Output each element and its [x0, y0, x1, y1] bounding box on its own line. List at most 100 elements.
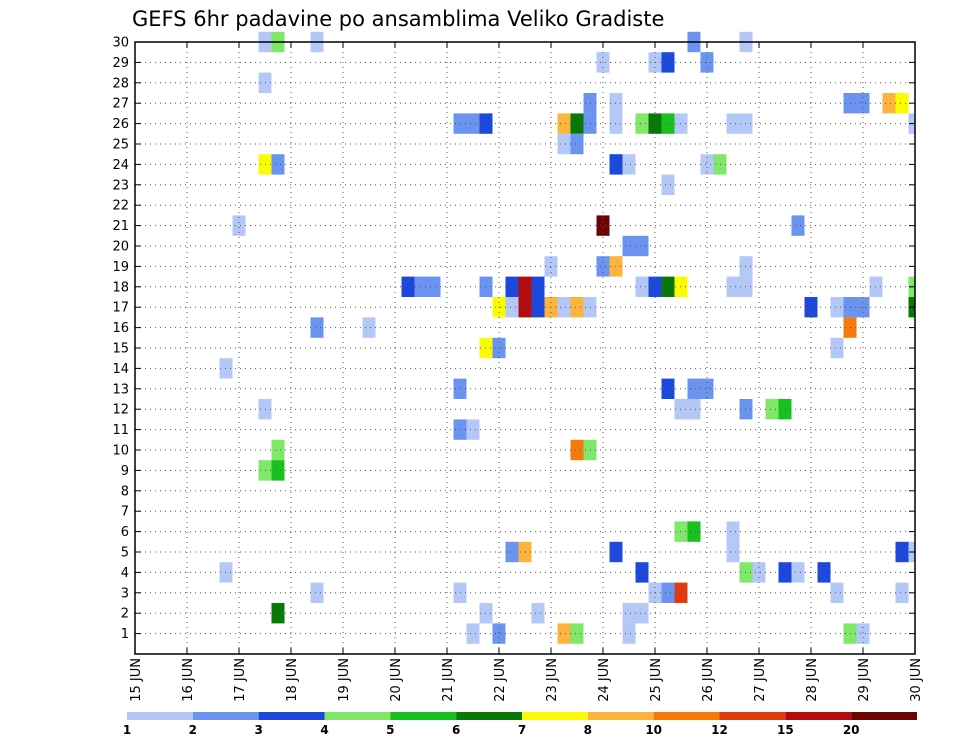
legend-color-box [390, 712, 457, 720]
precip-cell [635, 603, 649, 624]
x-tick-label: 30 JUN [909, 658, 924, 702]
precip-cell [557, 623, 571, 644]
y-tick-label: 27 [112, 97, 129, 112]
y-tick-label: 19 [112, 260, 129, 275]
legend-label: 10 [645, 723, 662, 737]
x-tick-label: 20 JUN [389, 658, 404, 702]
precip-cell [661, 276, 675, 297]
precip-cell [492, 623, 506, 644]
y-tick-label: 30 [112, 36, 129, 51]
legend-color-box [324, 712, 391, 720]
precip-cell [661, 113, 675, 134]
y-tick-label: 12 [112, 403, 129, 418]
y-tick-label: 10 [112, 444, 129, 459]
precip-cell [830, 297, 844, 318]
precip-cell [687, 521, 701, 542]
y-tick-label: 15 [112, 342, 129, 357]
y-tick-label: 14 [112, 362, 129, 377]
legend-color-box [456, 712, 522, 720]
precip-cell [310, 317, 324, 338]
precip-cell [726, 113, 740, 134]
precip-cell [557, 113, 571, 134]
precip-cell [570, 133, 584, 155]
y-tick-label: 7 [121, 505, 129, 520]
precip-cell [635, 235, 649, 257]
precip-cell [882, 93, 896, 114]
legend-label: 6 [452, 723, 460, 737]
precip-cell [830, 337, 844, 359]
y-tick-label: 29 [112, 56, 129, 71]
legend-label: 1 [123, 723, 131, 737]
precip-cell [661, 582, 675, 603]
precip-cell [505, 297, 519, 318]
precip-cell [791, 562, 805, 583]
precip-cell [232, 215, 246, 236]
y-tick-label: 25 [112, 138, 129, 153]
precip-cell [830, 582, 844, 603]
y-tick-label: 13 [112, 382, 129, 397]
precip-cell [635, 276, 649, 297]
legend-color-box [192, 712, 259, 720]
x-tick-label: 28 JUN [805, 658, 820, 702]
legend-color-box [522, 712, 588, 720]
x-tick-label: 16 JUN [181, 658, 196, 702]
y-tick-label: 26 [112, 117, 129, 132]
legend-label: 4 [320, 723, 328, 737]
precip-cell [271, 603, 285, 624]
precip-cell [687, 399, 701, 420]
x-tick-label: 25 JUN [649, 658, 664, 702]
precip-cell [271, 460, 285, 481]
precip-cell [531, 297, 545, 318]
y-tick-label: 28 [112, 76, 129, 91]
legend-color-box [587, 712, 654, 720]
precip-cell [362, 317, 376, 338]
precip-cell [895, 582, 909, 603]
precip-cell [466, 623, 480, 644]
precip-cell [856, 623, 870, 644]
precip-cell [427, 276, 441, 297]
precip-cell [700, 154, 714, 175]
y-tick-label: 6 [121, 525, 129, 540]
precip-cell [635, 113, 649, 134]
precip-cell [271, 154, 285, 175]
precip-cell [622, 603, 636, 624]
x-tick-label: 24 JUN [597, 658, 612, 702]
precip-cell [271, 439, 285, 461]
precip-cell [726, 276, 740, 297]
x-tick-label: 22 JUN [493, 658, 508, 702]
x-tick-label: 19 JUN [337, 658, 352, 702]
chart-title: GEFS 6hr padavine po ansamblima Veliko G… [132, 7, 664, 31]
legend-label: 3 [254, 723, 262, 737]
precip-cell [856, 93, 870, 114]
precip-cell [895, 541, 909, 563]
y-tick-label: 20 [112, 240, 129, 255]
y-tick-label: 5 [121, 546, 129, 561]
x-tick-label: 27 JUN [753, 658, 768, 702]
y-tick-label: 4 [121, 566, 129, 581]
precip-cell [726, 521, 740, 542]
x-tick-label: 17 JUN [233, 658, 248, 702]
y-tick-label: 24 [112, 158, 129, 173]
precip-cell [531, 603, 545, 624]
x-tick-label: 29 JUN [857, 658, 872, 702]
legend-color-box [653, 712, 720, 720]
legend-color-box [851, 712, 917, 720]
y-axis: 1234567891011121314151617181920212223242… [112, 36, 915, 642]
precip-cell [401, 276, 415, 297]
y-tick-label: 2 [121, 607, 129, 622]
precip-cell [570, 439, 584, 461]
precip-cell [687, 378, 701, 399]
precip-cell [817, 562, 831, 583]
y-tick-label: 1 [121, 627, 129, 642]
precip-cell [557, 297, 571, 318]
precip-cell [557, 133, 571, 155]
y-tick-label: 18 [112, 280, 129, 295]
y-tick-label: 9 [121, 464, 129, 479]
legend-label: 8 [584, 723, 592, 737]
precip-cell [466, 419, 480, 440]
precip-cell [622, 623, 636, 644]
grid-layer [135, 42, 915, 654]
precip-cell [505, 541, 519, 563]
precip-cell [661, 52, 675, 73]
